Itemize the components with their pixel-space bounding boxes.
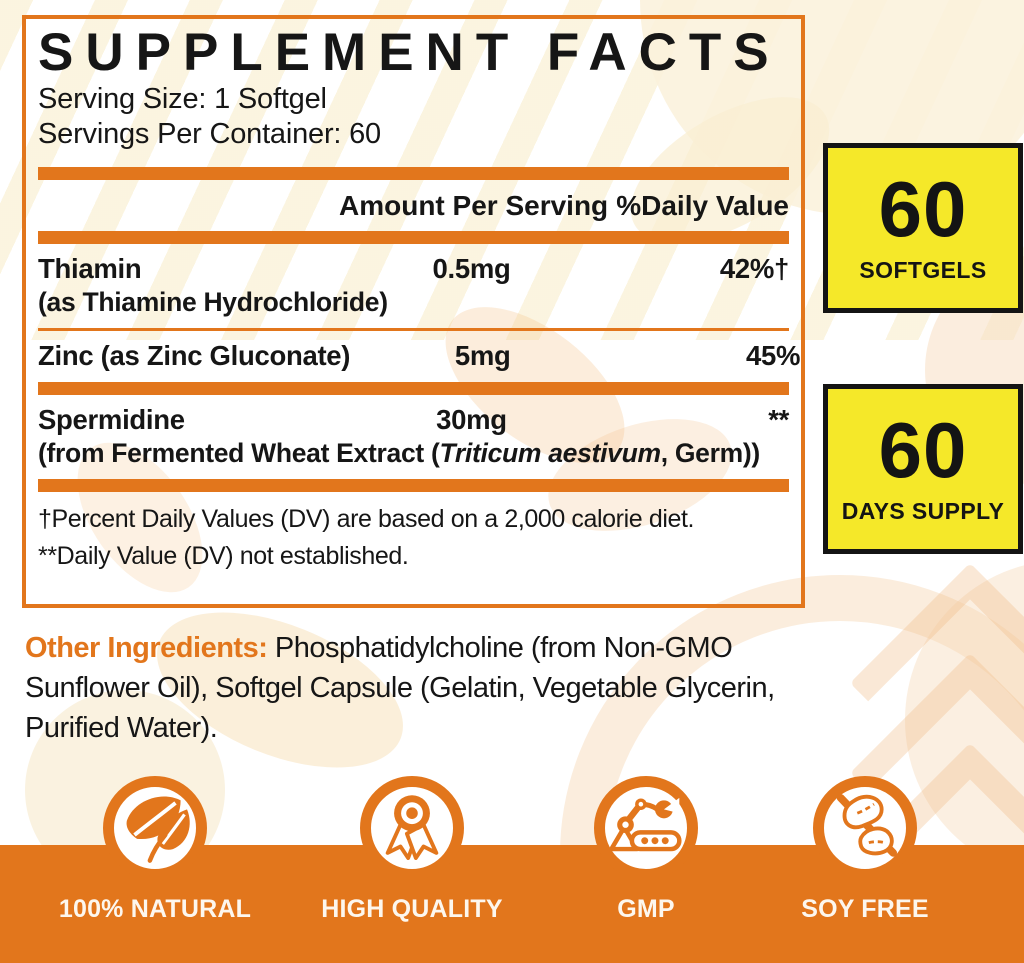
badge-label: SOFTGELS	[859, 257, 987, 284]
nutrient-daily-value: 45%	[746, 340, 801, 372]
feature-circle	[594, 776, 698, 880]
supplement-facts-panel: SUPPLEMENT FACTS Serving Size: 1 Softgel…	[22, 15, 805, 608]
feature-soy-free: SOY FREE	[755, 776, 975, 924]
feature-label: SOY FREE	[801, 895, 929, 923]
panel-title: SUPPLEMENT FACTS	[38, 23, 781, 82]
other-ingredients-text: Purified Water).	[25, 712, 218, 744]
orange-divider-bar	[38, 167, 789, 181]
feature-label: HIGH QUALITY	[321, 895, 503, 923]
nutrient-amount: 0.5mg	[432, 253, 511, 285]
feature-label: GMP	[617, 895, 675, 923]
nutrient-detail: (as Thiamine Hydrochloride)	[38, 287, 388, 318]
feature-natural: 100% NATURAL	[45, 776, 265, 924]
latin-name: Triticum aestivum	[439, 438, 662, 469]
nutrient-amount: 5mg	[454, 340, 511, 372]
days-supply-badge: 60 DAYS SUPPLY	[823, 384, 1023, 554]
other-ingredients-text: Phosphatidylcholine (from Non-GMO	[267, 632, 733, 664]
other-ingredients-text: Sunflower Oil), Softgel Capsule (Gelatin…	[25, 672, 775, 704]
thin-divider-rule	[38, 328, 789, 332]
servings-per-container: Servings Per Container: 60	[38, 118, 381, 151]
other-ingredients-label: Other Ingredients:	[25, 632, 268, 664]
feature-circle	[813, 776, 917, 880]
table-row-thiamin: Thiamin 0.5mg 42%† (as Thiamine Hydrochl…	[38, 244, 789, 328]
soy-free-beans-icon	[824, 785, 906, 872]
nutrient-name: Zinc (as Zinc Gluconate)	[38, 340, 351, 372]
footnotes: †Percent Daily Values (DV) are based on …	[38, 492, 789, 575]
header-daily-value: %Daily Value	[616, 190, 789, 222]
feature-circle	[103, 776, 207, 880]
award-ribbon-icon	[371, 785, 453, 872]
serving-size: Serving Size: 1 Softgel	[38, 83, 327, 116]
nutrient-amount: 30mg	[436, 404, 507, 436]
footnote-not-established: **Daily Value (DV) not established.	[38, 542, 409, 571]
leaves-icon	[114, 785, 196, 872]
badge-number: 60	[878, 164, 968, 253]
feature-high-quality: HIGH QUALITY	[302, 776, 522, 924]
nutrient-detail: (from Fermented Wheat Extract (Triticum …	[38, 438, 760, 469]
table-row-spermidine: Spermidine 30mg ** (from Fermented Wheat…	[38, 395, 789, 479]
feature-gmp: GMP	[536, 776, 756, 924]
nutrient-name: Spermidine	[38, 404, 185, 436]
other-ingredients: Other Ingredients: Phosphatidylcholine (…	[25, 628, 775, 748]
nutrient-name: Thiamin	[38, 253, 142, 285]
orange-divider-bar	[38, 382, 789, 396]
header-amount-per-serving: Amount Per Serving	[339, 190, 609, 222]
badge-label: DAYS SUPPLY	[841, 498, 1005, 525]
footnote-daily-value: †Percent Daily Values (DV) are based on …	[38, 505, 695, 534]
feature-label: 100% NATURAL	[58, 895, 252, 923]
softgels-count-badge: 60 SOFTGELS	[823, 143, 1023, 313]
feature-circle	[360, 776, 464, 880]
table-header-row: Amount Per Serving %Daily Value	[38, 180, 789, 231]
orange-divider-bar	[38, 479, 789, 493]
orange-divider-bar	[38, 231, 789, 245]
badge-number: 60	[878, 405, 968, 494]
nutrient-daily-value: **	[768, 404, 789, 436]
robotic-arm-icon	[605, 785, 687, 872]
nutrient-daily-value: 42%†	[719, 253, 789, 285]
table-row-zinc: Zinc (as Zinc Gluconate) 5mg 45%	[38, 331, 800, 382]
